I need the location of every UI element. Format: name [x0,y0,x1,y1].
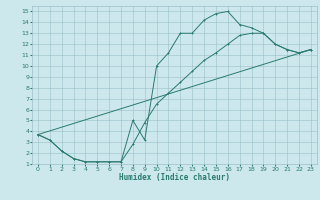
X-axis label: Humidex (Indice chaleur): Humidex (Indice chaleur) [119,173,230,182]
